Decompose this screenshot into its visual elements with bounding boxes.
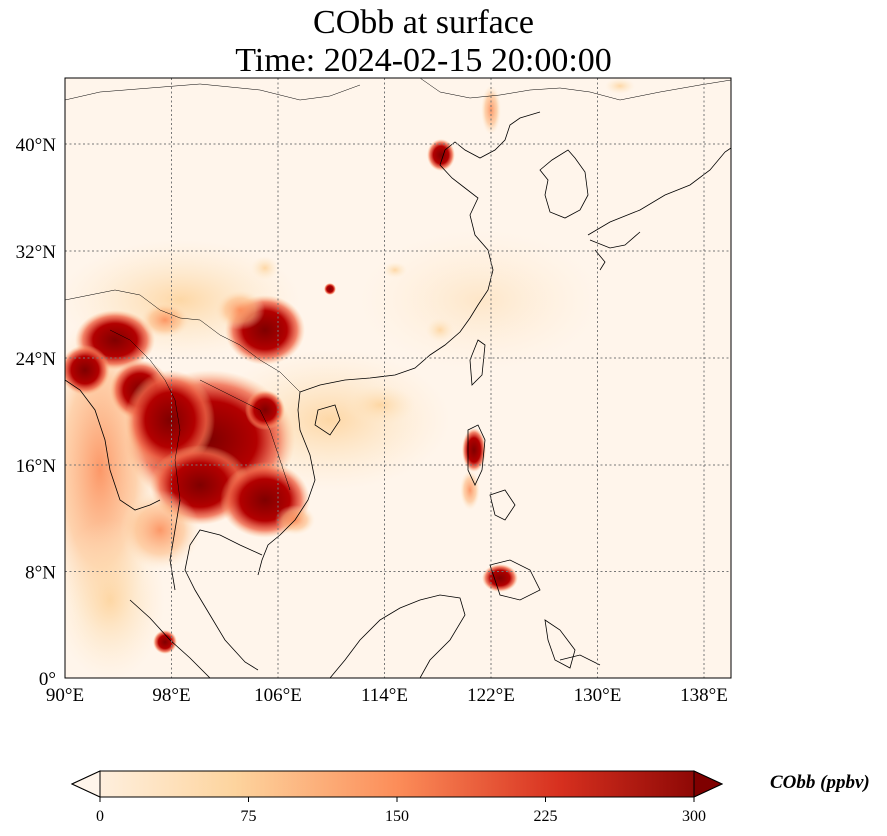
coastlines (65, 78, 731, 678)
colorbar-tick-label: 150 (385, 808, 409, 825)
concentration-field (65, 78, 731, 678)
map-frame (64, 77, 732, 679)
latitude-tick-label: 32°N (16, 242, 57, 263)
latitude-tick-label: 40°N (16, 135, 57, 156)
colorbar-min-extend (70, 770, 101, 798)
longitude-tick-label: 90°E (46, 685, 84, 706)
longitude-tick-label: 122°E (467, 685, 515, 706)
colorbar-max-extend (693, 770, 724, 798)
longitude-tick-label: 130°E (574, 685, 622, 706)
longitude-tick-label: 98°E (152, 685, 190, 706)
latitude-tick-labels: 0° 8°N 16°N 24°N 32°N 40°N (16, 135, 57, 690)
latitude-tick-label: 24°N (16, 349, 57, 370)
colorbar: 0 75 150 225 300 CObb (ppbv) (70, 770, 870, 825)
latitude-tick-label: 8°N (25, 563, 56, 584)
colorbar-body (70, 770, 724, 798)
colorbar-tick-label: 75 (241, 808, 257, 825)
colorbar-label: CObb (ppbv) (770, 772, 870, 793)
longitude-tick-label: 106°E (254, 685, 302, 706)
map-title: CObb at surface (313, 4, 534, 41)
latitude-tick-label: 16°N (16, 456, 57, 477)
gridlines (65, 78, 731, 678)
colorbar-tick-label: 0 (96, 808, 104, 825)
map-subtitle-time: Time: 2024-02-15 20:00:00 (235, 42, 612, 79)
longitude-tick-label: 114°E (361, 685, 408, 706)
longitude-tick-labels: 90°E 98°E 106°E 114°E 122°E 130°E 138°E (46, 685, 728, 706)
colorbar-tick-label: 300 (682, 808, 706, 825)
longitude-tick-label: 138°E (680, 685, 728, 706)
colorbar-tick-label: 225 (534, 808, 558, 825)
latitude-tick-label: 0° (39, 669, 56, 690)
